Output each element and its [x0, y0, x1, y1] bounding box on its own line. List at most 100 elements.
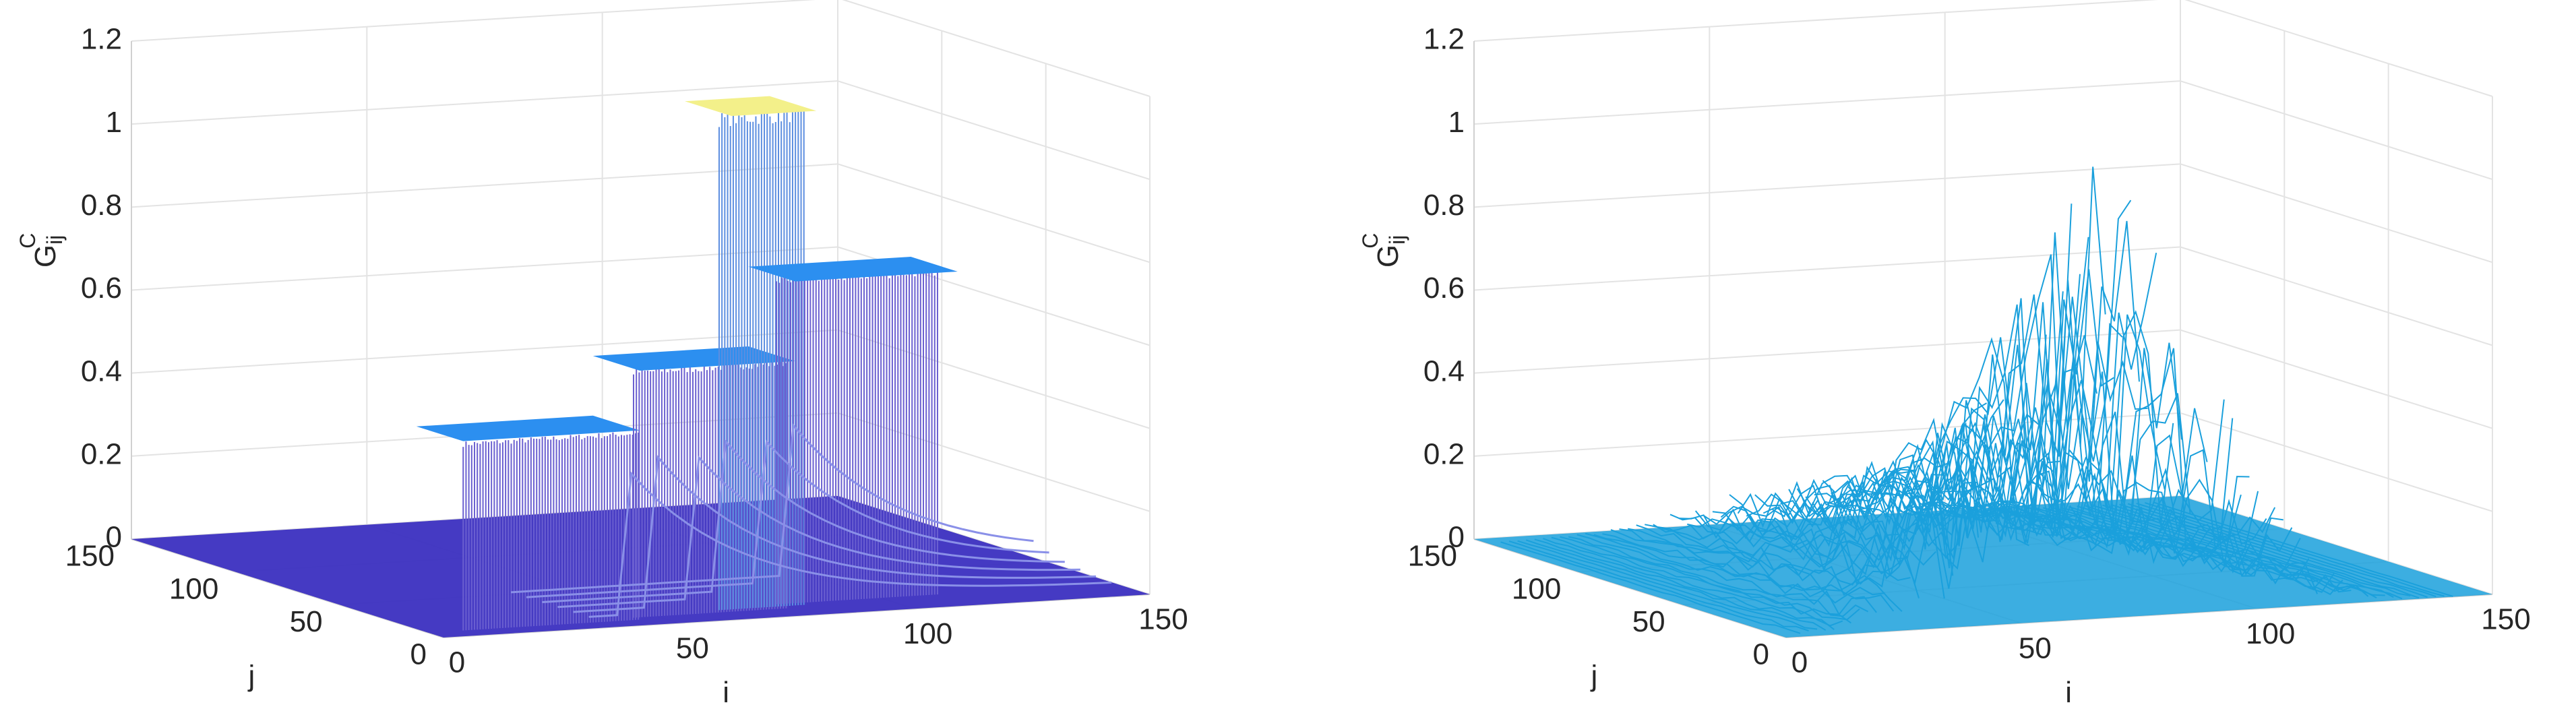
x-tick-label: 0 [449, 646, 465, 679]
grid-line [131, 246, 838, 291]
z-axis-label-part: G [29, 245, 62, 268]
z-tick-label: 0.8 [1423, 189, 1465, 222]
surface-line [1525, 539, 1827, 631]
y-axis-label: j [1589, 659, 1597, 692]
surface-line [2093, 505, 2394, 598]
surface-line [573, 455, 1097, 613]
grid-line [1473, 246, 2181, 291]
surface-line [510, 423, 1034, 594]
y-tick-label: 50 [1632, 605, 1665, 638]
surface-line [2043, 507, 2343, 596]
z-tick-label: 1 [1448, 106, 1465, 139]
grid-line [2180, 163, 2493, 263]
surface-line [1585, 532, 1885, 604]
surface-line [2127, 503, 2428, 598]
grid-line [131, 329, 838, 374]
y-tick-label: 0 [1753, 638, 1769, 671]
surface-line [2102, 504, 2403, 600]
x-tick-label: 0 [1791, 646, 1808, 679]
z-tick-label: 0.4 [1423, 354, 1465, 387]
surface-plot [131, 0, 1151, 638]
surface-line [1560, 536, 1860, 621]
surface-line [1534, 538, 1835, 630]
surface-line [588, 471, 1112, 618]
x-axis-label: i [2065, 676, 2072, 709]
grid-line [1473, 412, 2181, 457]
x-tick-label: 50 [676, 631, 709, 664]
z-axis-label: GijC [1358, 233, 1409, 268]
x-tick-label: 150 [2481, 603, 2530, 636]
x-tick-label: 100 [903, 617, 952, 650]
surface-line [1788, 237, 2089, 526]
surface-line [1610, 529, 1911, 592]
z-axis-label-part: ij [42, 235, 67, 245]
surface-line [1839, 220, 2140, 541]
surface-top [416, 415, 640, 441]
surface-line [2068, 505, 2369, 597]
grid-line [131, 0, 816, 42]
z-tick-label: 1 [106, 106, 122, 139]
z-axis-label-part: C [1358, 233, 1382, 249]
grid-line [131, 163, 838, 208]
surface-line [1907, 408, 2208, 550]
surface-top [685, 96, 817, 117]
z-tick-label: 0.2 [81, 437, 122, 470]
z-tick-label: 0 [1448, 521, 1465, 554]
z-tick-label: 0 [106, 521, 122, 554]
surface-line [1703, 399, 2004, 561]
z-axis-label: GijC [16, 233, 67, 268]
z-axis-label-part: ij [1385, 235, 1409, 245]
y-tick-label: 50 [290, 605, 323, 638]
z-tick-label: 0.6 [1423, 272, 1465, 305]
surface-line [2145, 502, 2445, 597]
grid-line [2180, 246, 2493, 346]
grid-line [131, 80, 838, 125]
grid-line [2180, 80, 2493, 181]
y-tick-label: 150 [65, 540, 115, 573]
surface-line [557, 455, 1080, 609]
surface-line [2119, 503, 2420, 599]
grid-line [2180, 412, 2493, 512]
y-tick-label: 0 [410, 638, 427, 671]
surface-line [542, 439, 1065, 603]
surface-line [2077, 505, 2377, 598]
surface-line [526, 439, 1049, 598]
grid-line [1473, 80, 2181, 125]
z-tick-label: 1.2 [81, 23, 122, 56]
grid-line [837, 412, 1151, 512]
surface-line [2051, 507, 2352, 593]
surface-line [1517, 540, 1818, 630]
grid-line [837, 80, 1151, 181]
grid-line [1473, 0, 2159, 42]
surface-line [1627, 526, 1928, 586]
grid-line [837, 329, 1151, 429]
z-tick-label: 0.6 [81, 272, 122, 305]
grid-line [2184, 0, 2493, 97]
surface-floor [131, 496, 1150, 638]
z-axis-label-part: C [16, 233, 40, 249]
surface-line [1602, 533, 1903, 613]
surface-line [2110, 503, 2411, 596]
surface-line [1941, 489, 2242, 565]
surface-plot [1473, 0, 2493, 638]
grid-line [842, 0, 1151, 97]
grid-line [2180, 329, 2493, 429]
x-tick-label: 50 [2019, 631, 2052, 664]
surface-line [2153, 501, 2453, 597]
surface-line [1720, 443, 2021, 559]
z-tick-label: 1.2 [1423, 23, 1465, 56]
surface-line [1915, 449, 2217, 551]
surface-line [1576, 534, 1877, 616]
surface-line [2034, 507, 2335, 593]
surface-line [1551, 536, 1851, 624]
z-tick-label: 0.2 [1423, 437, 1465, 470]
surface-line [1771, 204, 2073, 547]
y-tick-label: 150 [1408, 540, 1457, 573]
z-tick-label: 0.8 [81, 189, 122, 222]
surface-top [748, 257, 958, 282]
surface-line [1890, 393, 2191, 538]
z-tick-label: 0.4 [81, 354, 122, 387]
grid-line [1473, 329, 2181, 374]
